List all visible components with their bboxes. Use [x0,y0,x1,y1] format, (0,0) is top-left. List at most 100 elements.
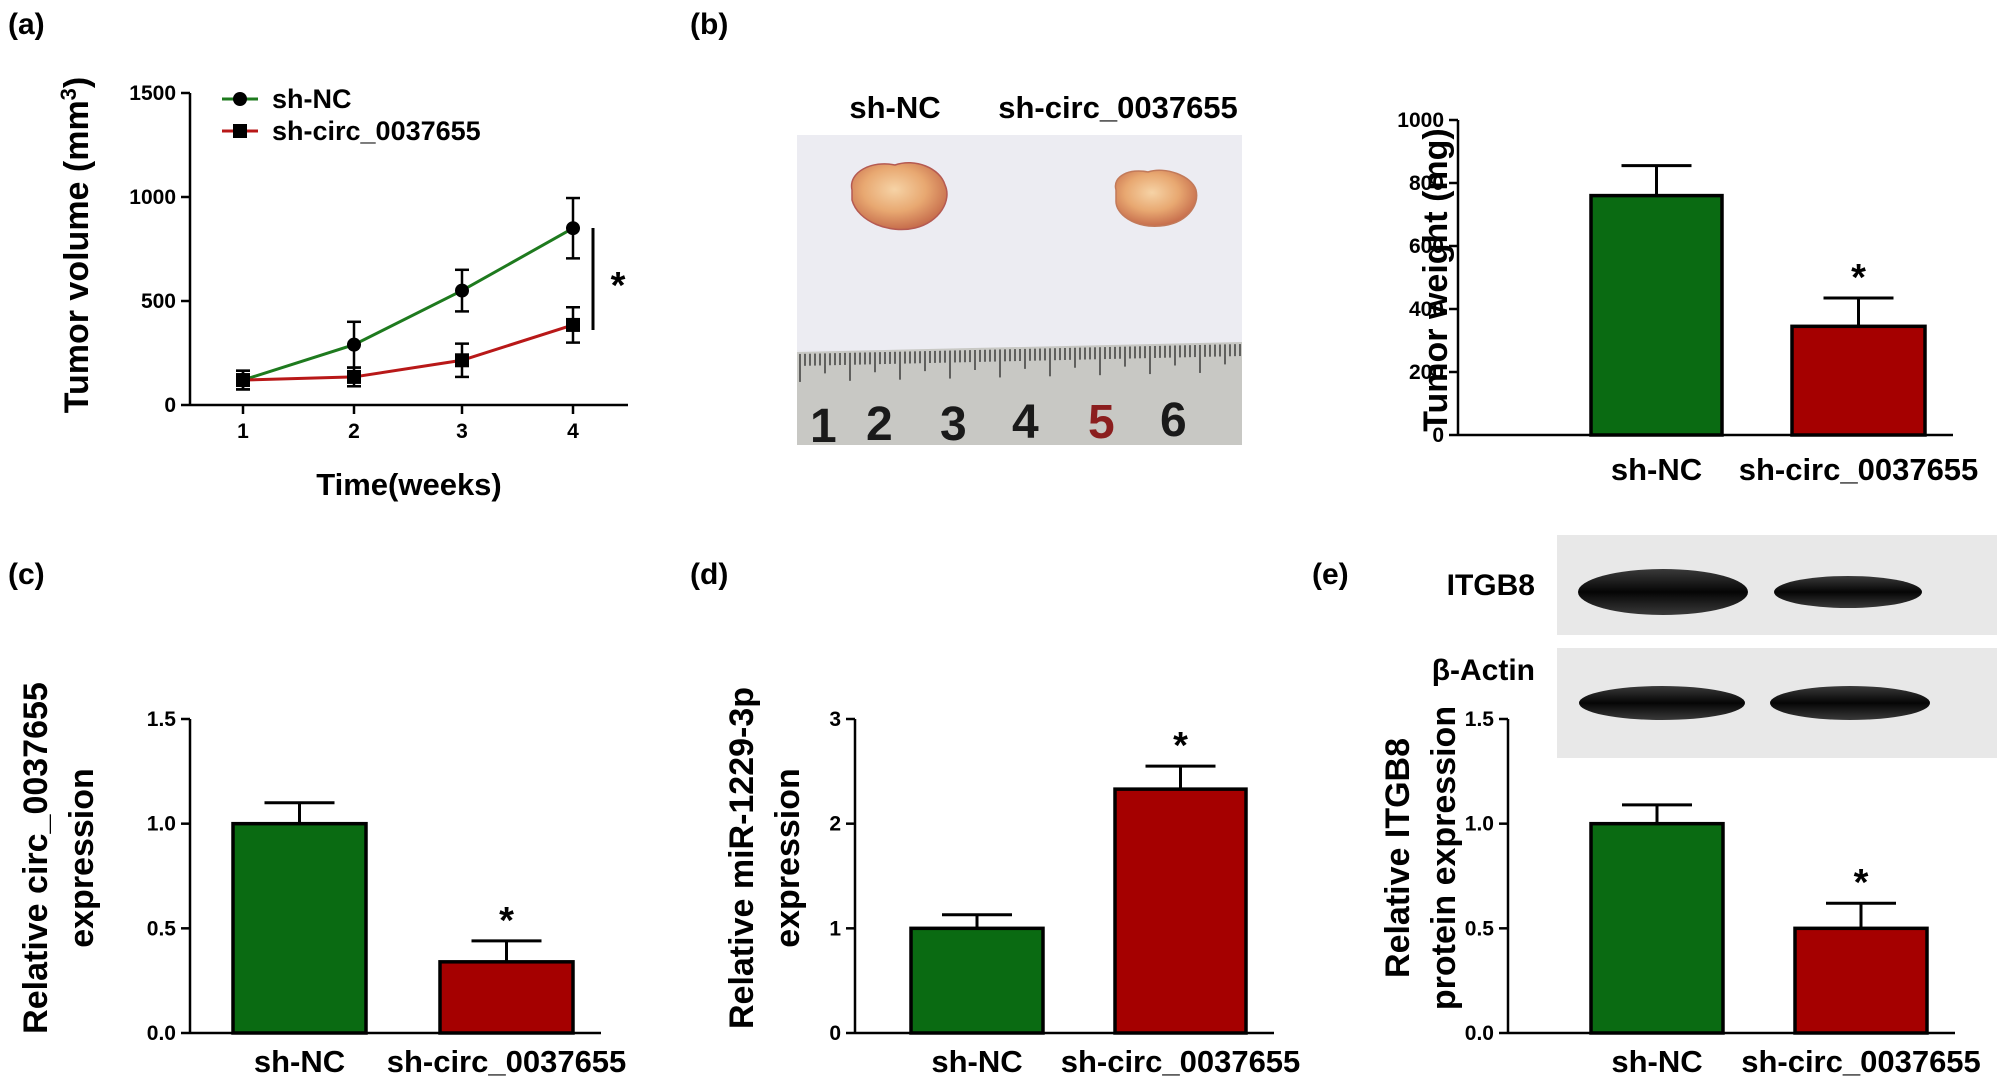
bar-sh-circ [438,960,575,1035]
bar-sh-nc [909,926,1045,1035]
chart-d-mir-expression: 0 1 2 3 sh-NC * sh-circ_0037655 Relative miR-12… [723,687,1300,1079]
x-category-label: sh-circ_0037655 [1741,1044,1981,1079]
data-point [566,221,580,236]
y-axis-label: Relative miR-1229-3p [723,687,761,1029]
chart-e-itgb8-expression: 0.0 0.5 1.0 1.5 sh-NC * sh-circ_0037655 Relativ… [1379,706,1981,1079]
y-tick-label: 1.0 [1465,813,1494,836]
x-category-label: sh-NC [254,1044,345,1079]
x-tick-label: 1 [237,420,249,443]
x-axis-label: Time(weeks) [316,467,502,502]
panel-label-a: (a) [8,8,45,41]
ruler-numbers: 1 2 3 4 5 6 [810,394,1187,453]
bar-sh-nc [1589,821,1725,1035]
y-tick-label: 1500 [129,82,176,105]
ruler-number: 2 [866,398,893,451]
tumor-photo: sh-NC sh-circ_0037655 1 2 3 4 5 6 [797,90,1242,453]
western-blot: ITGB8 β-Actin [1432,535,1997,758]
significance-star: * [1851,257,1866,299]
bar-sh-nc [231,821,368,1035]
y-axis-label: expression [769,768,807,948]
ruler-ticks [799,344,1241,382]
y-tick-label: 0.0 [147,1022,176,1045]
panel-label-b: (b) [690,8,728,41]
y-axis-label: Tumor weight (mg) [1417,128,1455,431]
ruler-number: 4 [1012,396,1039,449]
data-point [455,353,469,368]
series-line-sh-nc [242,226,574,382]
significance-star: * [1854,862,1869,904]
significance-star: * [499,900,514,942]
ruler-number: 1 [810,400,837,453]
x-category-label: sh-circ_0037655 [1061,1044,1301,1079]
y-tick-label: 0.5 [147,917,177,940]
y-tick-label: 0 [164,394,176,417]
tumor-sh-circ [1114,169,1198,227]
panel-label-d: (d) [690,558,728,591]
band-actin-sh-circ [1770,686,1930,720]
chart-c-circ-expression: 0.0 0.5 1.0 1.5 sh-NC * sh-circ_0037655 Relativ… [17,682,626,1079]
y-tick-label: 1.5 [147,708,177,731]
data-point [455,283,469,298]
y-tick-label: 600 [1409,235,1444,258]
x-category-label: sh-circ_0037655 [1739,452,1979,487]
y-tick-label: 1.5 [1465,708,1495,731]
data-point [347,337,361,352]
y-tick-label: 0.0 [1465,1022,1494,1045]
y-tick-label: 400 [1409,298,1444,321]
ruler-number: 3 [940,398,967,451]
y-tick-label: 3 [829,708,841,731]
y-axis-label: Tumor volume (mm3) [56,77,97,414]
y-tick-label: 800 [1409,172,1444,195]
y-tick-label: 0.5 [1465,917,1495,940]
y-tick-label: 1 [829,917,841,940]
photo-paper [797,135,1242,350]
data-point [236,373,250,388]
y-axis-label: expression [63,768,101,948]
blot-label-beta-actin: β-Actin [1432,654,1535,687]
ruler [797,342,1242,445]
panel-label-c: (c) [8,558,45,591]
ruler-number: 6 [1160,394,1187,447]
data-point [347,369,361,384]
x-category-label: sh-NC [1611,1044,1702,1079]
x-tick-label: 2 [348,420,360,443]
blot-label-itgb8: ITGB8 [1447,569,1535,602]
band-actin-sh-nc [1579,686,1745,720]
x-tick-label: 3 [456,420,468,443]
significance-star: * [1173,725,1188,767]
y-axis-label: protein expression [1425,706,1463,1010]
y-tick-label: 1000 [1397,109,1444,132]
y-tick-label: 200 [1409,361,1444,384]
data-point [566,317,580,332]
x-category-label: sh-circ_0037655 [387,1044,627,1079]
y-tick-label: 0 [1432,424,1444,447]
band-itgb8-sh-circ [1774,576,1922,608]
bar-sh-circ [1793,926,1929,1035]
bar-sh-circ [1113,787,1248,1035]
ruler-number-red: 5 [1088,396,1115,449]
tumor-sh-nc [850,161,948,231]
photo-label-sh-circ: sh-circ_0037655 [998,90,1238,125]
photo-label-sh-nc: sh-NC [849,90,940,125]
legend-label: sh-NC [272,84,352,114]
x-category-label: sh-NC [931,1044,1022,1079]
y-tick-label: 1000 [129,186,176,209]
panel-label-e: (e) [1312,558,1349,591]
chart-b-tumor-weight: 0 200 400 600 800 1000 sh-NC * sh-circ_0037655 Tu… [1397,109,1978,487]
x-category-label: sh-NC [1611,452,1702,487]
legend-marker [233,124,247,138]
y-axis-label: Relative ITGB8 [1379,738,1417,978]
y-tick-label: 2 [829,813,841,836]
legend-label: sh-circ_0037655 [272,116,481,146]
band-itgb8-sh-nc [1578,569,1748,615]
legend-marker [233,92,247,106]
y-tick-label: 500 [141,290,176,313]
bar-sh-nc [1589,193,1724,437]
x-tick-label: 4 [567,420,579,443]
y-tick-label: 0 [829,1022,841,1045]
bar-sh-circ [1790,324,1927,437]
series-line-sh-circ [242,323,574,382]
y-tick-label: 1.0 [147,813,176,836]
